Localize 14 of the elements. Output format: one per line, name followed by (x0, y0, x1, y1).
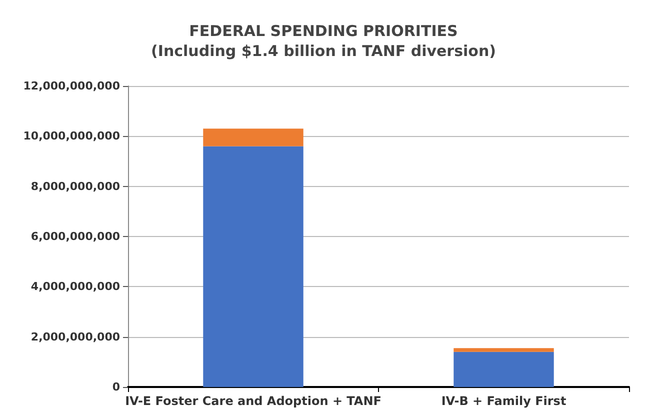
x-tick-label: IV-E Foster Care and Adoption + TANF (125, 394, 382, 408)
bar (454, 352, 554, 387)
x-tick-label: IV-B + Family First (441, 394, 566, 408)
y-tick-label: 0 (112, 380, 120, 394)
y-tick-label: 10,000,000,000 (23, 130, 120, 143)
y-tick-label: 12,000,000,000 (23, 80, 120, 92)
y-tick-label: 2,000,000,000 (30, 330, 120, 344)
y-tick-label: 8,000,000,000 (30, 180, 120, 193)
bar (203, 128, 304, 146)
bar (454, 348, 554, 352)
y-tick-label: 6,000,000,000 (30, 230, 120, 243)
chart-title: FEDERAL SPENDING PRIORITIES (Including $1.4 billion in TANF diversion) (151, 22, 496, 60)
bar (203, 146, 304, 387)
y-tick-label: 4,000,000,000 (30, 280, 120, 294)
